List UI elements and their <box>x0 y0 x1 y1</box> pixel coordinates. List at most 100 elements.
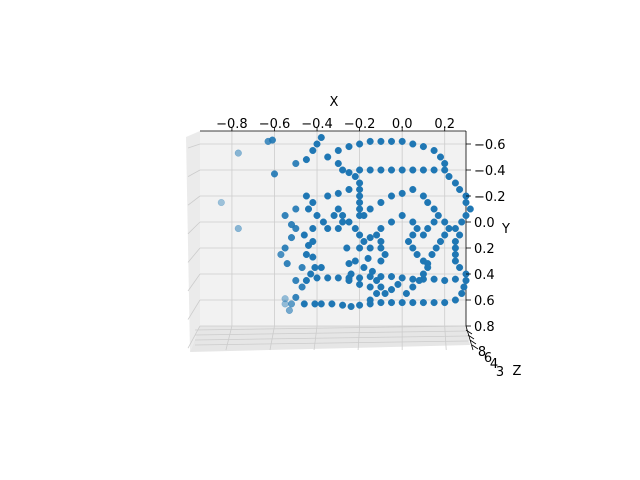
scatter-point <box>343 244 351 252</box>
scatter-point <box>356 244 364 252</box>
scatter-point <box>334 189 342 197</box>
scatter-point <box>339 301 347 309</box>
scatter-point <box>302 276 310 285</box>
scatter-point <box>373 231 381 239</box>
scatter-point <box>373 276 381 285</box>
z-floor-gridline <box>194 330 469 336</box>
scatter-point <box>328 300 336 308</box>
scatter-point <box>413 224 421 233</box>
scatter-point <box>366 283 374 291</box>
scatter-point <box>430 275 438 283</box>
scatter-point <box>356 166 364 174</box>
scatter-point <box>217 198 225 207</box>
scatter-point <box>345 143 353 151</box>
scatter-point <box>404 237 413 246</box>
scatter-point <box>356 140 364 148</box>
x-tick-label: −0.8 <box>216 117 248 132</box>
scatter-point <box>351 224 359 233</box>
scatter-point <box>373 289 381 298</box>
scatter-point <box>324 274 332 282</box>
scatter-point <box>381 250 389 259</box>
scatter-point <box>277 250 285 259</box>
scatter-point <box>313 274 321 282</box>
scatter-point <box>285 306 293 314</box>
scatter-point <box>283 260 291 268</box>
scatter-point <box>409 299 417 307</box>
scatter-point <box>334 159 342 168</box>
scatter-point <box>345 169 353 177</box>
scatter-point <box>432 244 440 252</box>
z-tick-mark <box>469 339 477 345</box>
scatter-point <box>377 224 385 233</box>
z-tick-mark <box>471 344 479 350</box>
scatter-point <box>268 136 276 144</box>
scatter-point <box>366 137 374 145</box>
x-floor-gridline <box>444 325 447 351</box>
z-tick-label: 8 <box>478 345 486 360</box>
scatter-point <box>419 231 427 239</box>
scatter-point <box>287 300 296 308</box>
scatter-point <box>377 257 385 265</box>
scatter-point <box>451 179 459 187</box>
y-tick-label: 0.2 <box>474 242 495 257</box>
tick-labels: −0.8 −0.6 −0.4 −0.2 0.0 0.2 −0.6 −0.4 −0.2 0.0 0.2… <box>216 117 505 380</box>
scatter-point <box>409 218 417 226</box>
scatter-point <box>339 211 347 220</box>
scatter-point <box>313 211 321 220</box>
scatter-point <box>356 280 364 288</box>
scatter-point <box>356 301 364 309</box>
scatter-point <box>398 166 406 174</box>
scatter-point <box>368 267 376 275</box>
scatter-point <box>458 289 466 298</box>
scatter-point <box>394 280 402 288</box>
scatter-point <box>387 192 396 200</box>
scatter-point <box>430 218 438 226</box>
x-floor-gridline <box>269 325 275 351</box>
scatter-point <box>356 205 364 213</box>
scatter-point <box>415 276 423 285</box>
scatter-point <box>309 253 317 261</box>
z-tick-label: 3 <box>496 365 504 380</box>
scatter-point <box>377 166 385 174</box>
scatter-point <box>317 263 325 272</box>
scatter-point <box>292 205 300 213</box>
scatter-point <box>366 234 374 242</box>
scatter-point <box>430 205 438 213</box>
scatter-point <box>360 211 368 220</box>
scatter-point <box>409 185 417 194</box>
scatter-point <box>281 244 289 252</box>
scatter-point <box>339 166 347 174</box>
scatter-point <box>387 273 396 281</box>
scatter-point <box>334 274 342 282</box>
scatter-point <box>351 172 359 181</box>
y-side-gridline <box>187 221 201 235</box>
scatter-point <box>360 237 368 246</box>
scatter-point <box>300 300 308 308</box>
scatter-point <box>434 211 442 220</box>
scatter-point <box>281 300 289 308</box>
scatter-point <box>441 166 449 174</box>
scatter-point <box>451 250 459 259</box>
scatter-point <box>324 224 332 233</box>
scatter-point <box>281 211 289 220</box>
scatter-point <box>302 250 310 259</box>
y-side-gridline <box>187 143 201 149</box>
y-side-gridline <box>187 195 201 206</box>
y-axis-label: Y <box>501 222 510 237</box>
scatter-point <box>387 166 396 174</box>
scatter-point <box>419 143 427 151</box>
scatter-point <box>347 302 355 311</box>
scatter-point <box>356 198 364 207</box>
z-floor-gridline <box>194 325 469 331</box>
x-tick-label: −0.4 <box>301 117 333 132</box>
back-pane <box>200 131 466 326</box>
scatter-point <box>287 221 296 229</box>
scatter-point <box>409 140 417 148</box>
scatter-point <box>451 237 459 246</box>
scatter-point <box>460 283 468 291</box>
scatter-point <box>419 257 427 265</box>
scatter-point <box>398 211 406 220</box>
scatter-point <box>424 224 432 233</box>
floor-pane <box>190 326 470 352</box>
